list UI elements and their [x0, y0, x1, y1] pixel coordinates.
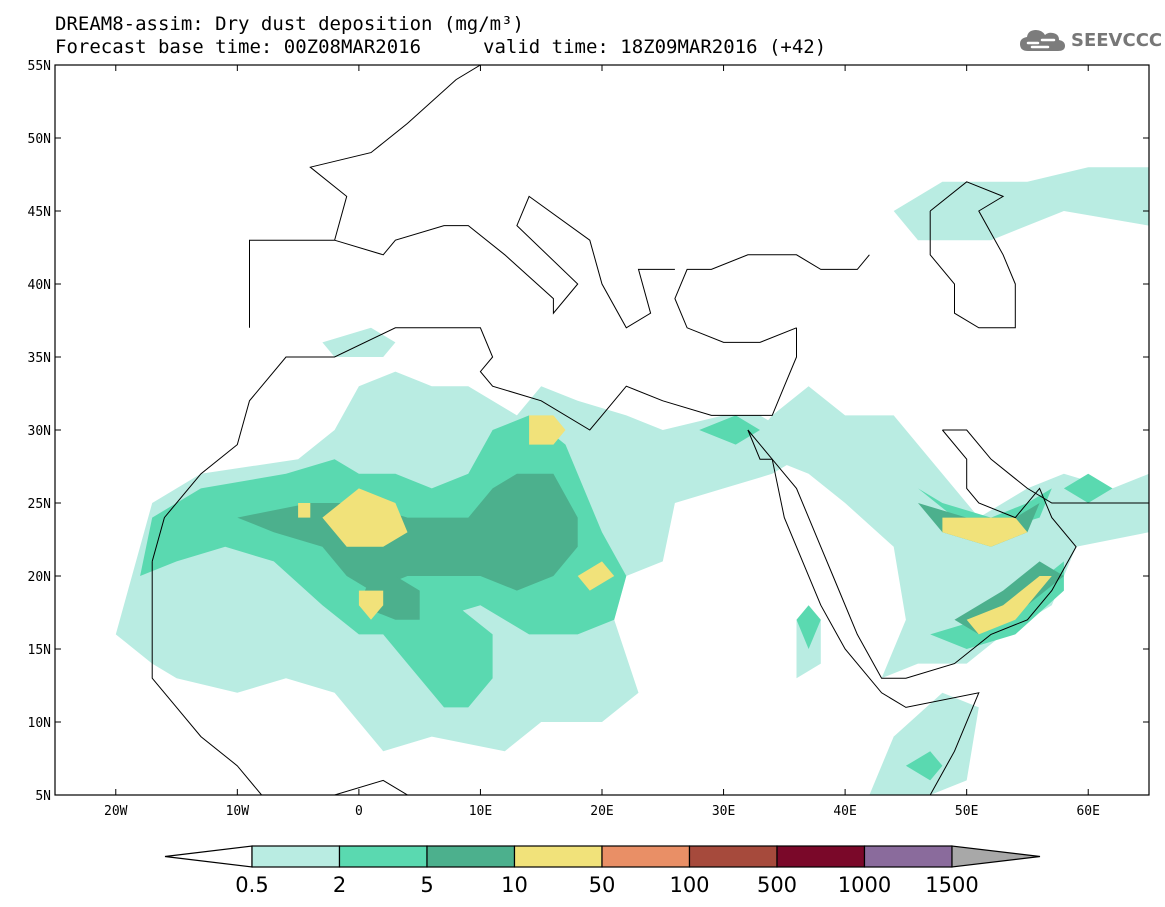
- coastlines: [151, 65, 1149, 795]
- dust-region-9: [930, 561, 1064, 649]
- lat-label-7: 20N: [28, 570, 51, 585]
- base-time: Forecast base time: 00Z08MAR2016: [55, 36, 422, 58]
- dust-region-5: [322, 327, 396, 357]
- lat-label-4: 35N: [28, 351, 51, 366]
- coastline-7: [747, 429, 980, 795]
- lon-label-8: 60E: [1076, 804, 1099, 819]
- coastline-9: [929, 181, 1016, 329]
- dust-region-4: [893, 167, 1149, 241]
- dust-region-3: [869, 692, 979, 795]
- colorbar-segment-6: [776, 845, 866, 868]
- dust-region-23: [966, 576, 1052, 635]
- lat-label-9: 10N: [28, 716, 51, 731]
- dust-region-20: [358, 590, 384, 620]
- map-title: DREAM8-assim: Dry dust deposition (mg/m³…: [55, 13, 524, 35]
- colorbar-label-6: 500: [757, 873, 797, 897]
- lon-label-7: 50E: [955, 804, 978, 819]
- lon-label-0: 20W: [104, 804, 128, 819]
- seevccc-logo: SEEVCCC: [1018, 26, 1162, 56]
- dust-region-10: [699, 415, 760, 445]
- lat-label-10: 5N: [35, 789, 51, 804]
- colorbar-segment-2: [426, 845, 516, 868]
- dust-region-12: [905, 751, 943, 781]
- forecast-times: Forecast base time: 00Z08MAR2016 valid ti…: [55, 36, 826, 58]
- coastline-1: [151, 561, 262, 795]
- logo-text: SEEVCCC: [1071, 30, 1163, 51]
- coastline-6: [747, 429, 1077, 679]
- lat-label-3: 40N: [28, 278, 51, 293]
- colorbar-label-2: 5: [420, 873, 433, 897]
- coastline-0: [151, 327, 797, 562]
- colorbar-segment-1: [338, 845, 428, 868]
- dust-region-21: [577, 561, 615, 591]
- dust-region-22: [942, 517, 1028, 547]
- colorbar-segment-4: [601, 845, 691, 868]
- valid-time: valid time: 18Z09MAR2016 (+42): [483, 36, 827, 58]
- dust-region-13: [1063, 473, 1113, 503]
- dust-region-24: [298, 503, 311, 518]
- colorbar-label-5: 100: [669, 873, 709, 897]
- axis-ticks: 20W 10W 0 10E 20E 30E 40E 50E 60E 55N 50N 45N 40N 35N…: [28, 59, 1149, 819]
- colorbar-label-7: 1000: [838, 873, 891, 897]
- colorbar-segment-5: [688, 845, 778, 868]
- dust-region-18: [322, 488, 408, 547]
- lat-label-2: 45N: [28, 205, 51, 220]
- colorbar-segment-3: [513, 845, 603, 868]
- coastline-5: [309, 65, 481, 241]
- dust-region-19: [529, 415, 566, 445]
- lat-label-8: 15N: [28, 643, 51, 658]
- lon-label-2: 0: [355, 804, 363, 819]
- dust-region-11: [796, 605, 821, 649]
- colorbar-over: [951, 845, 1041, 868]
- dust-region-14: [237, 473, 578, 591]
- colorbar-label-8: 1500: [925, 873, 978, 897]
- coastline-8: [942, 429, 1149, 504]
- lat-label-6: 25N: [28, 497, 51, 512]
- lat-label-1: 50N: [28, 132, 51, 147]
- colorbar-label-0: 0.5: [235, 873, 268, 897]
- coastline-2: [334, 779, 409, 795]
- lon-label-5: 30E: [712, 804, 735, 819]
- colorbar-label-4: 50: [589, 873, 616, 897]
- coastline-4: [249, 195, 675, 329]
- coastline-3: [674, 254, 870, 343]
- lat-label-5: 30N: [28, 424, 51, 439]
- cloud-icon: [1020, 30, 1065, 51]
- colorbar-label-3: 10: [501, 873, 528, 897]
- colorbar-under: [164, 845, 253, 868]
- lon-label-1: 10W: [226, 804, 250, 819]
- lon-label-4: 20E: [590, 804, 613, 819]
- lat-label-0: 55N: [28, 59, 51, 74]
- lon-label-6: 40E: [833, 804, 856, 819]
- colorbar-segment-7: [863, 845, 953, 868]
- colorbar-segment-0: [251, 845, 341, 868]
- dust-field: [115, 167, 1149, 795]
- colorbar-label-1: 2: [333, 873, 346, 897]
- lon-label-3: 10E: [469, 804, 492, 819]
- dust-region-7: [383, 605, 493, 708]
